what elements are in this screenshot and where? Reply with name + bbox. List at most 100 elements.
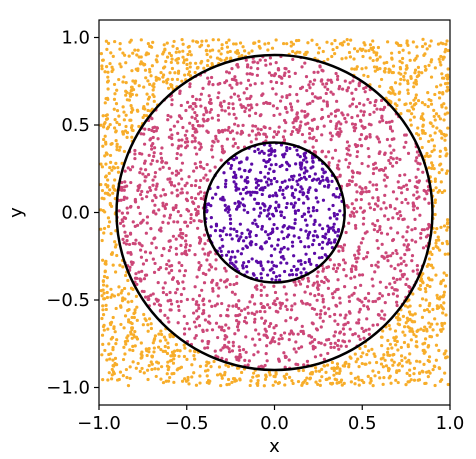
data-point: [426, 375, 430, 379]
data-point: [163, 313, 167, 317]
data-point: [330, 179, 334, 183]
data-point: [351, 97, 355, 101]
data-point: [402, 184, 406, 188]
data-point: [174, 203, 178, 208]
data-point: [292, 347, 296, 351]
data-point: [445, 218, 450, 222]
data-point: [426, 91, 430, 95]
data-point: [261, 267, 265, 271]
data-point: [442, 301, 446, 305]
data-point: [402, 145, 406, 149]
data-point: [134, 335, 139, 339]
data-point: [259, 302, 263, 306]
data-point: [159, 329, 163, 333]
data-point: [317, 242, 321, 247]
data-point: [266, 303, 270, 307]
data-point: [269, 254, 273, 258]
data-point: [165, 81, 169, 85]
data-point: [134, 67, 138, 71]
data-point: [271, 87, 275, 91]
data-point: [174, 173, 178, 177]
data-point: [165, 351, 170, 356]
data-point: [111, 348, 115, 352]
data-point: [263, 363, 267, 368]
data-point: [265, 344, 269, 348]
data-point: [298, 86, 303, 91]
data-point: [161, 165, 165, 169]
data-point: [439, 225, 443, 229]
data-point: [231, 144, 235, 148]
data-point: [279, 303, 283, 307]
data-point: [236, 249, 240, 253]
data-point: [231, 304, 235, 308]
data-point: [353, 253, 357, 257]
data-point: [348, 104, 352, 108]
data-point: [211, 48, 215, 52]
data-point: [360, 187, 364, 191]
data-point: [383, 313, 387, 317]
data-point: [353, 122, 357, 127]
data-point: [186, 100, 190, 104]
data-point: [244, 335, 248, 339]
data-point: [415, 190, 419, 194]
data-point: [103, 348, 107, 353]
data-point: [220, 328, 224, 332]
data-point: [330, 134, 334, 138]
data-point: [148, 70, 152, 74]
data-point: [294, 283, 298, 287]
data-point: [291, 42, 296, 46]
data-point: [113, 126, 117, 130]
data-point: [433, 179, 437, 183]
data-point: [256, 350, 260, 354]
data-point: [345, 152, 349, 156]
data-point: [128, 94, 133, 98]
data-point: [239, 103, 243, 107]
data-point: [149, 74, 153, 78]
data-point: [115, 120, 119, 125]
data-point: [228, 49, 232, 54]
data-point: [240, 370, 244, 375]
data-point: [230, 86, 234, 90]
data-point: [101, 258, 105, 262]
data-point: [426, 104, 430, 109]
x-tick-label: −1.0: [77, 413, 121, 434]
data-point: [444, 106, 448, 110]
data-point: [307, 245, 311, 249]
data-point: [311, 82, 315, 86]
data-point: [438, 60, 442, 64]
data-point: [384, 251, 388, 255]
data-point: [305, 88, 309, 93]
data-point: [136, 48, 140, 52]
data-point: [143, 273, 148, 277]
data-point: [297, 178, 302, 182]
data-point: [286, 247, 290, 251]
data-point: [437, 114, 441, 118]
data-point: [243, 358, 247, 362]
data-point: [333, 109, 338, 113]
data-point: [226, 377, 231, 382]
data-point: [326, 286, 330, 291]
data-point: [233, 75, 237, 79]
data-point: [427, 321, 431, 325]
data-point: [223, 345, 227, 349]
data-point: [162, 246, 166, 251]
data-point: [157, 332, 161, 336]
data-point: [135, 53, 139, 57]
data-point: [223, 370, 227, 375]
data-point: [234, 304, 239, 309]
data-point: [309, 262, 313, 266]
data-point: [189, 220, 193, 225]
data-point: [446, 225, 450, 229]
data-point: [420, 315, 425, 319]
data-point: [406, 88, 410, 92]
data-point: [386, 338, 390, 343]
data-point: [203, 346, 207, 350]
data-point: [350, 169, 354, 173]
data-point: [386, 217, 390, 221]
data-point: [324, 370, 328, 374]
data-point: [423, 325, 427, 329]
data-point: [373, 270, 377, 274]
data-point: [152, 346, 156, 350]
data-point: [272, 284, 276, 288]
data-point: [268, 101, 272, 106]
